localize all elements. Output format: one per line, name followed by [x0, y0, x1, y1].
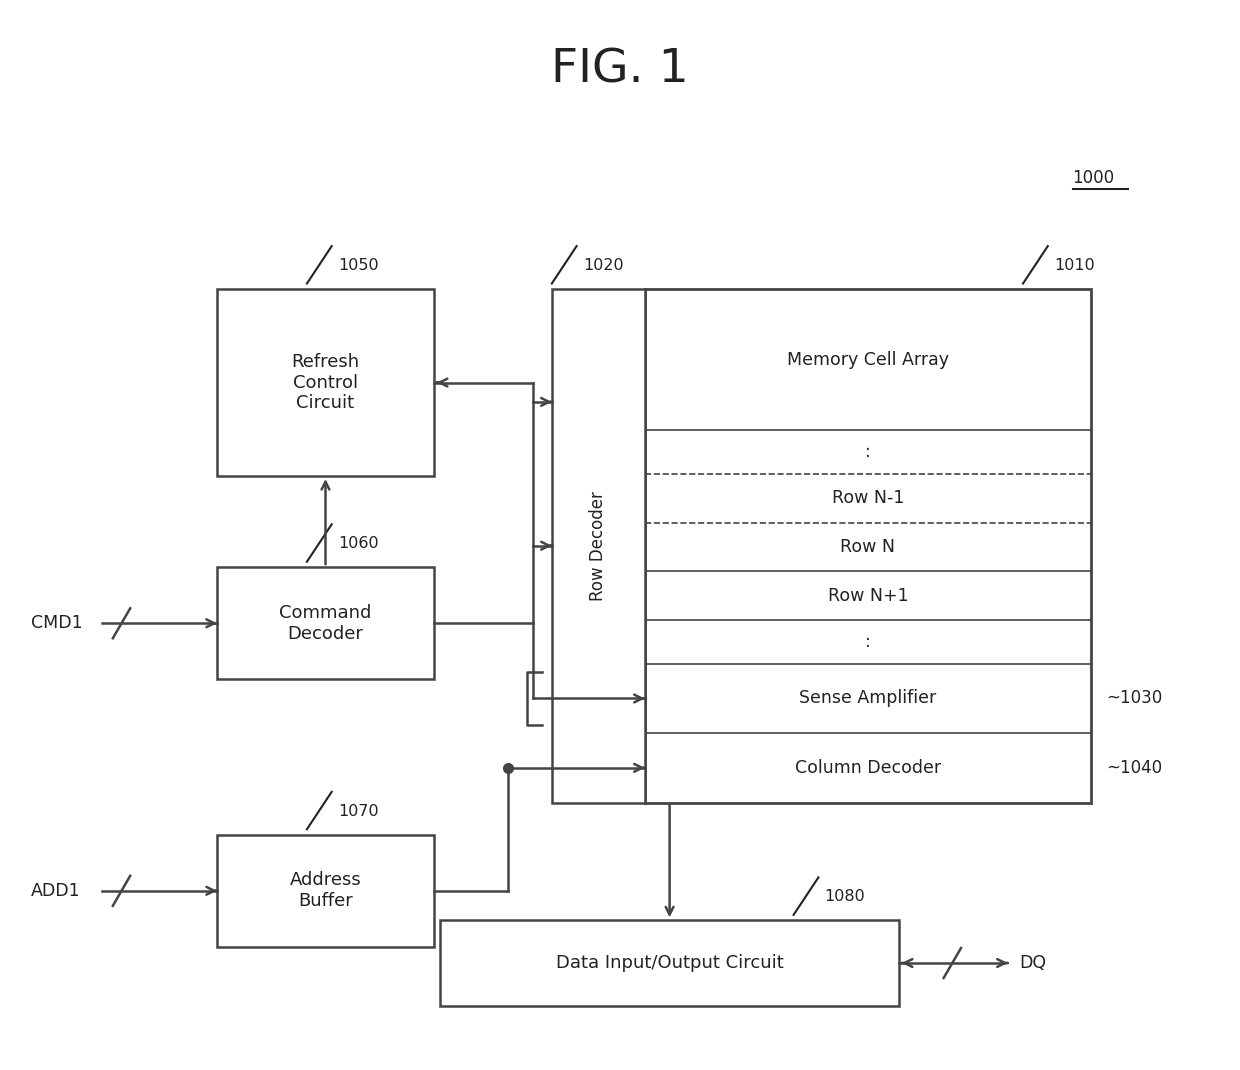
Text: CMD1: CMD1: [31, 614, 83, 632]
Text: 1050: 1050: [337, 258, 378, 273]
Text: :: :: [866, 443, 870, 461]
Bar: [217, 567, 434, 679]
Text: ~1040: ~1040: [1106, 759, 1162, 777]
Text: 1020: 1020: [583, 258, 624, 273]
Text: Data Input/Output Circuit: Data Input/Output Circuit: [556, 954, 784, 972]
Text: Row Decoder: Row Decoder: [589, 491, 608, 600]
Text: FIG. 1: FIG. 1: [551, 47, 689, 92]
Text: DQ: DQ: [1019, 954, 1047, 972]
Text: Column Decoder: Column Decoder: [795, 759, 941, 777]
Text: Address
Buffer: Address Buffer: [290, 871, 361, 911]
Bar: [440, 920, 899, 1006]
Bar: [645, 289, 1091, 802]
Text: Row N: Row N: [841, 538, 895, 556]
Text: 1010: 1010: [1054, 258, 1095, 273]
Text: Command
Decoder: Command Decoder: [279, 603, 372, 643]
Text: 1000: 1000: [1073, 169, 1115, 187]
Text: Row N+1: Row N+1: [827, 586, 909, 605]
Bar: [217, 289, 434, 476]
Text: 1060: 1060: [337, 536, 378, 551]
Text: :: :: [866, 633, 870, 651]
Text: Memory Cell Array: Memory Cell Array: [787, 351, 949, 368]
Text: Refresh
Control
Circuit: Refresh Control Circuit: [291, 353, 360, 412]
Bar: [552, 289, 645, 802]
Text: Sense Amplifier: Sense Amplifier: [800, 689, 936, 707]
Text: ADD1: ADD1: [31, 882, 81, 900]
Text: ~1030: ~1030: [1106, 689, 1162, 707]
Text: 1070: 1070: [337, 804, 378, 819]
Text: Row N-1: Row N-1: [832, 489, 904, 507]
Bar: [217, 835, 434, 947]
Text: 1080: 1080: [825, 889, 866, 904]
